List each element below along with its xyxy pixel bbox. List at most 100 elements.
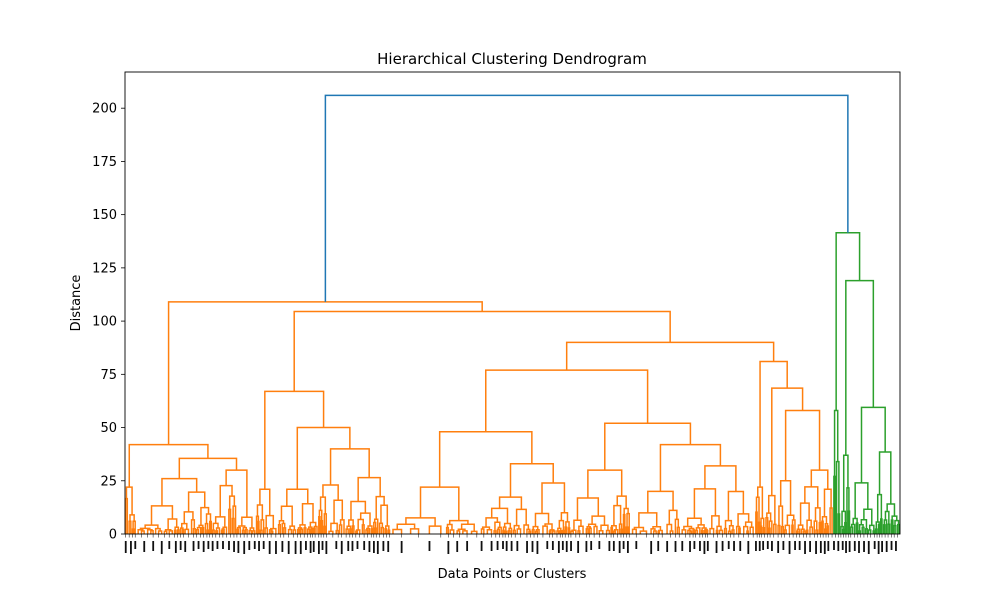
dendrogram-link: [882, 524, 886, 534]
dendrogram-link: [357, 518, 364, 530]
x-tick-label: [447, 541, 450, 554]
dendrogram-link: [723, 527, 728, 534]
dendrogram-link: [318, 515, 321, 534]
dendrogram-link: [613, 504, 622, 526]
dendrogram-link: [257, 520, 260, 534]
dendrogram-link: [328, 530, 334, 534]
dendrogram-link: [163, 530, 168, 534]
dendrogram-link: [264, 527, 269, 534]
dendrogram-link: [128, 443, 209, 488]
dendrogram-link: [375, 495, 385, 520]
dendrogram-link: [791, 519, 796, 534]
dendrogram-link: [588, 527, 592, 534]
dendrogram-link: [797, 524, 804, 530]
y-tick-label: 150: [92, 208, 117, 223]
y-tick-label: 75: [100, 368, 117, 383]
dendrogram-link: [384, 528, 388, 534]
x-tick-label: [312, 541, 315, 552]
dendrogram-link: [241, 529, 245, 534]
dendrogram-link: [591, 515, 606, 526]
x-tick-label: [248, 541, 251, 550]
dendrogram-link: [694, 529, 699, 534]
dendrogram-link: [631, 528, 637, 534]
dendrogram-link: [727, 490, 745, 521]
x-tick-label: [715, 541, 718, 553]
dendrogram-link: [746, 530, 749, 534]
dendrogram-link: [485, 369, 649, 432]
dendrogram-link: [576, 497, 600, 521]
dendrogram-link: [215, 530, 219, 534]
dendrogram-link: [509, 462, 554, 498]
dendrogram-link: [610, 526, 614, 534]
dendrogram-link: [299, 524, 306, 528]
dendrogram-link: [259, 529, 263, 534]
y-tick-label: 0: [109, 528, 117, 543]
x-tick-label: [505, 541, 508, 551]
x-tick-label: [815, 541, 817, 554]
x-tick-label: [837, 541, 840, 551]
x-tick-label: [268, 541, 271, 554]
x-axis-label: Data Points or Clusters: [438, 567, 587, 582]
x-tick-label: [516, 541, 519, 551]
x-tick-label: [134, 541, 137, 549]
dendrogram-link: [204, 522, 209, 534]
dendrogram-link: [860, 406, 886, 483]
dendrogram-link: [692, 529, 696, 534]
x-tick-label: [877, 541, 880, 554]
x-tick-label: [674, 541, 677, 552]
dendrogram-link: [448, 519, 469, 525]
dendrogram-link: [278, 519, 285, 525]
dendrogram-link: [365, 529, 369, 534]
x-tick-label: [721, 541, 724, 551]
x-tick-label: [309, 541, 312, 553]
dendrogram-link: [157, 530, 163, 534]
x-tick-label: [237, 541, 240, 553]
x-tick-label: [502, 541, 504, 549]
x-tick-label: [184, 541, 187, 552]
dendrogram-link: [306, 528, 311, 534]
dendrogram-link: [749, 526, 754, 534]
dendrogram-link: [445, 526, 450, 534]
x-tick-label: [536, 541, 539, 554]
dendrogram-link: [695, 527, 701, 534]
dendrogram-link: [303, 527, 307, 534]
dendrogram-link: [361, 524, 365, 534]
dendrogram-link: [131, 528, 135, 534]
dendrogram-link: [231, 517, 235, 534]
dendrogram-link: [768, 527, 771, 534]
dendrogram-link: [292, 529, 297, 534]
dendrogram-link: [674, 518, 680, 534]
x-tick-label: [347, 541, 350, 551]
x-tick-label: [228, 541, 230, 550]
x-tick-label: [841, 541, 844, 550]
x-tick-label: [305, 541, 307, 550]
x-tick-label: [376, 541, 379, 554]
x-tick-label: [325, 541, 328, 554]
dendrogram-link: [826, 525, 829, 534]
dendrogram-link: [633, 526, 645, 532]
dendrogram-link: [724, 519, 733, 529]
dendrogram-link: [329, 448, 370, 486]
dendrogram-link: [228, 508, 232, 534]
dendrogram-link: [854, 482, 869, 519]
dendrogram-link: [236, 526, 241, 534]
dendrogram-link: [858, 530, 862, 534]
x-tick-label: [179, 541, 182, 550]
x-tick-label: [387, 541, 390, 552]
dendrogram-link: [541, 482, 566, 514]
dendrogram-link: [265, 514, 275, 529]
dendrogram-link: [704, 465, 737, 492]
dendrogram-link: [850, 526, 854, 534]
y-axis: 0 25 50 75 100 125 150 175 200: [92, 102, 125, 543]
dendrogram-link: [301, 503, 314, 525]
x-tick-label: [130, 541, 132, 554]
x-tick-label: [546, 541, 549, 549]
dendrogram-link: [277, 524, 282, 534]
dendrogram-link: [893, 524, 897, 534]
dendrogram-link: [765, 516, 769, 534]
dendrogram-link: [132, 520, 136, 534]
x-tick-label: [699, 541, 701, 551]
dendrogram-link: [809, 526, 814, 534]
dendrogram-link: [796, 528, 801, 534]
dendrogram-link: [737, 513, 750, 527]
